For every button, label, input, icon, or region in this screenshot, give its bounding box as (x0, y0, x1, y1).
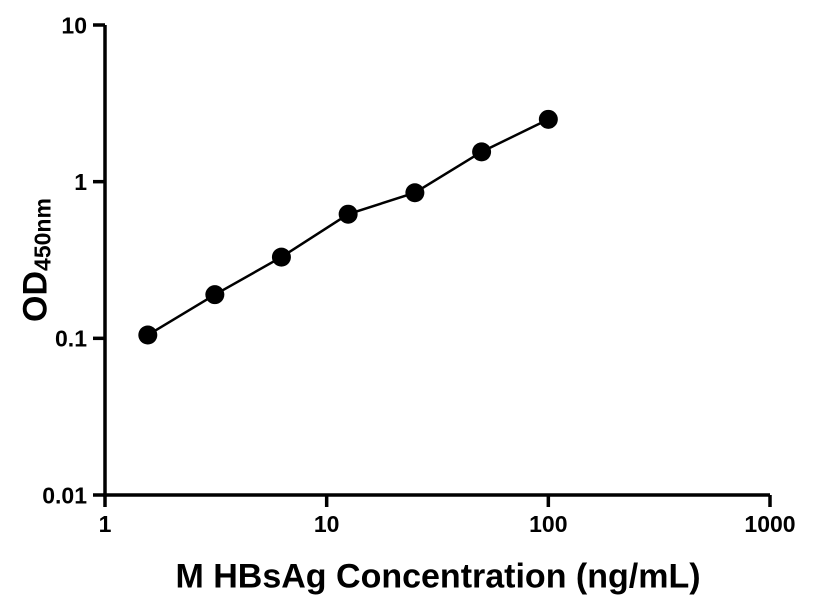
data-point (138, 325, 158, 345)
data-point (205, 285, 225, 305)
x-axis-title: M HBsAg Concentration (ng/mL) (175, 557, 701, 596)
data-point (472, 142, 492, 162)
y-tick-label: 1 (74, 169, 87, 195)
y-tick-label: 0.01 (42, 482, 87, 508)
data-point (405, 183, 425, 203)
data-point (538, 109, 558, 129)
y-tick-label: 0.1 (55, 326, 87, 352)
data-point (338, 204, 358, 224)
data-point (271, 247, 291, 267)
x-tick-label: 100 (529, 511, 567, 537)
y-axis-title-main: OD (16, 270, 55, 322)
y-axis-title: OD450nm (17, 198, 56, 322)
x-tick-label: 1000 (744, 511, 795, 537)
x-tick-label: 10 (314, 511, 340, 537)
y-axis-title-subscript: 450nm (29, 198, 56, 271)
x-tick-label: 1 (99, 511, 112, 537)
y-tick-label: 10 (61, 12, 87, 38)
